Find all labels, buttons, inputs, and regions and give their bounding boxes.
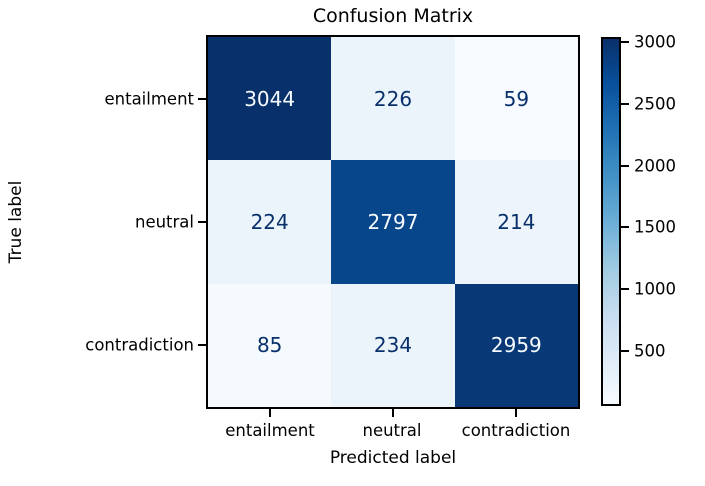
x-tick-mark [269, 409, 271, 417]
chart-title: Confusion Matrix [312, 5, 474, 27]
y-tick-mark [198, 221, 206, 223]
colorbar-tick-label-500: 500 [634, 341, 666, 361]
y-tick-label-entailment: entailment [104, 89, 194, 109]
matrix-cell-true-entailment-pred-neutral: 226 [331, 37, 455, 161]
x-tick-mark [392, 409, 394, 417]
x-tick-mark [515, 409, 517, 417]
matrix-cell-true-contradiction-pred-entailment: 85 [208, 283, 332, 407]
x-tick-label-contradiction: contradiction [461, 421, 571, 440]
matrix-cell-true-neutral-pred-contradiction: 214 [454, 160, 578, 284]
colorbar [601, 37, 621, 406]
matrix-cell-true-neutral-pred-neutral: 2797 [331, 160, 455, 284]
colorbar-tick-label-3000: 3000 [634, 32, 676, 52]
colorbar-tick-mark [621, 288, 629, 290]
x-tick-label-neutral: neutral [362, 421, 422, 440]
confusion-matrix-grid: 3044 226 59 224 2797 214 85 234 2959 [206, 35, 580, 409]
colorbar-tick-mark [621, 165, 629, 167]
y-tick-label-contradiction: contradiction [85, 335, 194, 355]
matrix-cell-true-neutral-pred-entailment: 224 [208, 160, 332, 284]
colorbar-tick-label-2500: 2500 [634, 94, 676, 114]
matrix-cell-true-contradiction-pred-neutral: 234 [331, 283, 455, 407]
colorbar-tick-mark [621, 350, 629, 352]
y-tick-mark [198, 344, 206, 346]
matrix-cell-true-entailment-pred-entailment: 3044 [208, 37, 332, 161]
y-tick-label-neutral: neutral [134, 212, 194, 232]
colorbar-tick-label-1500: 1500 [634, 217, 676, 237]
matrix-cell-true-entailment-pred-contradiction: 59 [454, 37, 578, 161]
colorbar-tick-mark [621, 103, 629, 105]
colorbar-tick-mark [621, 226, 629, 228]
x-tick-label-entailment: entailment [225, 421, 315, 440]
colorbar-tick-label-2000: 2000 [634, 156, 676, 176]
x-axis-label: Predicted label [329, 448, 457, 468]
y-tick-mark [198, 98, 206, 100]
colorbar-tick-mark [621, 41, 629, 43]
colorbar-tick-label-1000: 1000 [634, 279, 676, 299]
matrix-cell-true-contradiction-pred-contradiction: 2959 [454, 283, 578, 407]
